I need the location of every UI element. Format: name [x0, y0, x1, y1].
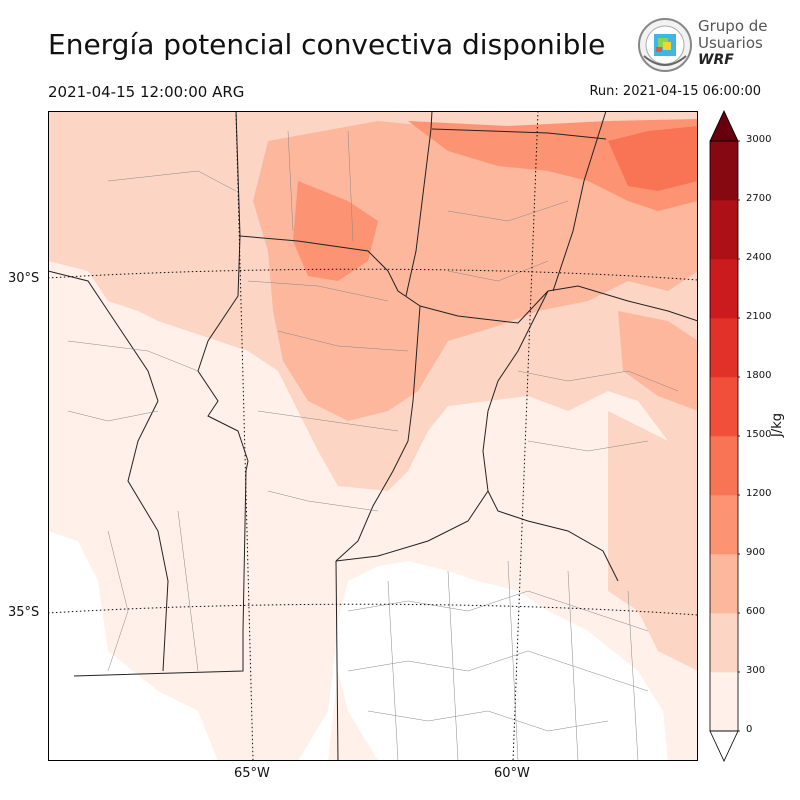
colorbar-bin — [710, 377, 738, 437]
colorbar-bin — [710, 495, 738, 555]
logo-emblem-icon — [638, 18, 692, 72]
map-title: Energía potencial convectiva disponible — [48, 28, 606, 61]
cape-map — [48, 111, 698, 761]
colorbar-unit: J/kg — [770, 413, 785, 437]
colorbar-bin — [710, 200, 738, 260]
colorbar-tick-label: 3000 — [746, 134, 772, 145]
colorbar-bin — [710, 141, 738, 201]
colorbar-tick-label: 1500 — [746, 429, 772, 440]
cape-level-3b — [293, 181, 378, 281]
colorbar-bins — [710, 141, 738, 732]
cape-level-1b — [608, 411, 698, 671]
colorbar-tick-marks — [709, 140, 740, 732]
cape-level-4 — [608, 126, 698, 191]
colorbar-tick-label: 2100 — [746, 311, 772, 322]
colorbar-bin — [710, 672, 738, 732]
cape-level-0b — [328, 671, 378, 761]
department-boundaries — [67, 130, 679, 761]
colorbar-tick-label: 1200 — [746, 488, 772, 499]
group-logo: Grupo de Usuarios WRF — [636, 16, 768, 74]
colorbar-over-triangle — [709, 110, 739, 142]
colorbar-tick-label: 1800 — [746, 370, 772, 381]
colorbar-tick-label: 2400 — [746, 252, 772, 263]
logo-line-3: WRF — [698, 52, 734, 68]
lat-label-30: 30°S — [8, 271, 40, 286]
lat-label-35: 35°S — [8, 605, 40, 620]
valid-time: 2021-04-15 12:00:00 ARG — [48, 83, 245, 101]
colorbar-bin — [710, 554, 738, 614]
colorbar-bin — [710, 613, 738, 673]
colorbar-under-triangle — [709, 730, 739, 762]
run-time: Run: 2021-04-15 06:00:00 — [589, 84, 761, 99]
cape-level-2 — [253, 121, 698, 421]
province-boundaries — [48, 111, 698, 761]
colorbar-bin — [710, 318, 738, 378]
lon-label-65: 65°W — [234, 766, 270, 781]
logo-line-2: Usuarios — [698, 34, 763, 52]
logo-line-1: Grupo de — [698, 17, 768, 35]
map-frame — [48, 111, 698, 761]
colorbar-tick-label: 0 — [746, 724, 753, 735]
lon-label-60: 60°W — [494, 766, 530, 781]
cape-level-2b — [618, 311, 698, 411]
colorbar-tick-label: 600 — [746, 606, 766, 617]
graticule — [48, 111, 698, 761]
cape-shading — [48, 111, 698, 761]
colorbar-bin — [710, 436, 738, 496]
colorbar-bin — [710, 259, 738, 319]
colorbar-tick-label: 300 — [746, 665, 766, 676]
colorbar — [709, 110, 740, 762]
colorbar-tick-label: 2700 — [746, 193, 772, 204]
colorbar-tick-label: 900 — [746, 547, 766, 558]
